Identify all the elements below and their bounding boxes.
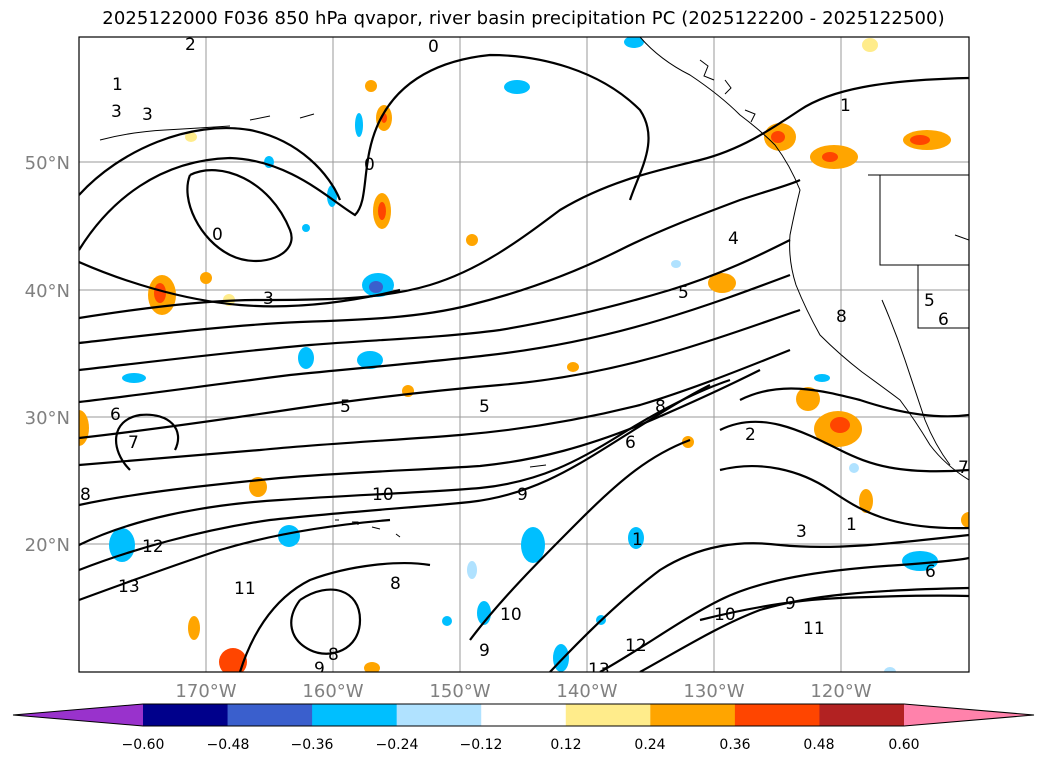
colorbar-cell: [734, 704, 820, 726]
longitude-labels: 170°W 160°W 150°W 140°W 130°W 120°W: [175, 681, 871, 702]
contour-label: 8: [836, 307, 847, 327]
contour-label: 10: [500, 605, 522, 625]
contour-label: 9: [517, 485, 528, 505]
coastlines: [99, 37, 969, 538]
colorbar-cell: [143, 704, 229, 726]
contour-label: 9: [479, 641, 490, 661]
colorbar-cell: [565, 704, 651, 726]
contour-label: 8: [655, 397, 666, 417]
contour-label: 3: [263, 289, 274, 309]
colorbar-tick: −0.60: [122, 737, 165, 753]
contour-label: 3: [111, 102, 122, 122]
precip-anomaly-fill: [79, 37, 969, 672]
lon-label: 140°W: [556, 681, 617, 702]
contour-label: 5: [479, 397, 490, 417]
map-plot-area: 1 2 3 3 0 0 0 3 4 5 5 5 6 7 8 10 9 6 8 1…: [79, 35, 969, 680]
lon-label: 130°W: [683, 681, 744, 702]
colorbar-tick: 0.36: [719, 737, 750, 753]
colorbar-tick: −0.36: [291, 737, 334, 753]
contour-label: 3: [796, 522, 807, 542]
contour-label: 8: [328, 645, 339, 665]
contour-label: 12: [625, 636, 647, 656]
colorbar-tick: 0.48: [803, 737, 834, 753]
contour-label: 2: [745, 425, 756, 445]
colorbar-cell: [650, 704, 736, 726]
contour-label: 0: [212, 225, 223, 245]
map-frame: [78, 36, 970, 673]
colorbar-cell: [481, 704, 567, 726]
colorbar-cell: [819, 704, 905, 726]
contour-label: 3: [142, 105, 153, 125]
colorbar-tick: 0.24: [634, 737, 665, 753]
contour-label: 7: [128, 433, 139, 453]
contour-label: 9: [314, 659, 325, 679]
lon-label: 120°W: [810, 681, 871, 702]
lon-label: 170°W: [175, 681, 236, 702]
colorbar-tick-labels: −0.60 −0.48 −0.36 −0.24 −0.12 0.12 0.24 …: [122, 737, 920, 753]
lat-label: 40°N: [25, 281, 70, 302]
contour-label: 6: [110, 405, 121, 425]
contour-label: 8: [80, 485, 91, 505]
qvapor-contours: [79, 53, 969, 672]
colorbar: −0.60 −0.48 −0.36 −0.24 −0.12 0.12 0.24 …: [12, 703, 1035, 753]
contour-label: 6: [625, 433, 636, 453]
colorbar-tick: 0.60: [888, 737, 919, 753]
contour-label: 12: [142, 537, 164, 557]
contour-label: 1: [632, 530, 643, 550]
colorbar-cells: [143, 704, 905, 726]
colorbar-tick: −0.48: [207, 737, 250, 753]
contour-label: 6: [938, 310, 949, 330]
lat-label: 50°N: [25, 153, 70, 174]
colorbar-cell: [312, 704, 398, 726]
contour-label: 11: [803, 619, 825, 639]
contour-label: 1: [846, 515, 857, 535]
colorbar-cell: [227, 704, 313, 726]
colorbar-tick: −0.24: [376, 737, 419, 753]
contour-label: 10: [372, 485, 394, 505]
lat-label: 30°N: [25, 408, 70, 429]
contour-label: 1: [112, 75, 123, 95]
contour-label: 10: [714, 605, 736, 625]
colorbar-cell: [396, 704, 482, 726]
colorbar-extend-high: [904, 704, 1034, 726]
colorbar-tick: −0.12: [460, 737, 503, 753]
contour-label: 1: [840, 96, 851, 116]
contour-label: 6: [925, 562, 936, 582]
contour-label: 5: [678, 283, 689, 303]
contour-label: 4: [728, 229, 739, 249]
contour-label: 5: [340, 397, 351, 417]
latitude-labels: 50°N 40°N 30°N 20°N: [25, 153, 70, 556]
contour-label: 9: [785, 594, 796, 614]
contour-label: 5: [924, 291, 935, 311]
lon-label: 150°W: [429, 681, 490, 702]
map-title: 2025122000 F036 850 hPa qvapor, river ba…: [102, 8, 945, 29]
contour-label: 13: [588, 660, 610, 680]
contour-label: 8: [390, 574, 401, 594]
contour-label: 11: [234, 579, 256, 599]
contour-label: 7: [958, 458, 969, 478]
lon-label: 160°W: [302, 681, 363, 702]
colorbar-tick: 0.12: [550, 737, 581, 753]
contour-label: 2: [185, 35, 196, 55]
colorbar-extend-low: [13, 704, 143, 726]
contour-labels: 1 2 3 3 0 0 0 3 4 5 5 5 6 7 8 10 9 6 8 1…: [80, 35, 969, 680]
lat-label: 20°N: [25, 535, 70, 556]
contour-label: 0: [364, 155, 375, 175]
contour-label: 0: [428, 37, 439, 57]
contour-label: 13: [118, 577, 140, 597]
